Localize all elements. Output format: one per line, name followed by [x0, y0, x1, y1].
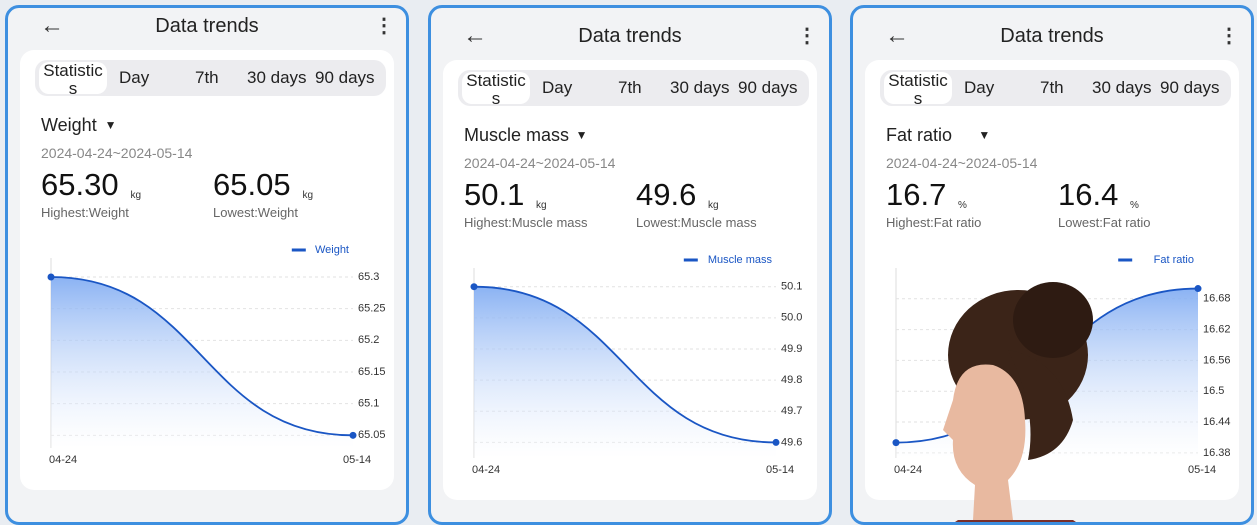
- y-tick-label: 65.3: [358, 271, 379, 283]
- point: [48, 274, 55, 281]
- y-tick-label: 50.0: [781, 312, 802, 324]
- hair-bun: [1013, 282, 1093, 358]
- chart: 50.1 50.0 49.9 49.8 49.7 49.6 04-24 05-14 Muscle…: [431, 8, 832, 525]
- clothing: [943, 520, 1088, 525]
- legend-label: Weight: [315, 244, 349, 256]
- y-tick-label: 16.62: [1203, 324, 1231, 336]
- legend-label: Muscle mass: [708, 254, 773, 266]
- y-tick-label: 49.6: [781, 436, 802, 448]
- y-tick-label: 16.38: [1203, 447, 1231, 459]
- y-tick-label: 50.1: [781, 281, 802, 293]
- y-tick-label: 16.44: [1203, 416, 1231, 428]
- face: [943, 364, 1025, 520]
- point: [471, 283, 478, 290]
- y-tick-label: 65.15: [358, 366, 386, 378]
- legend-label: Fat ratio: [1154, 254, 1194, 266]
- x-tick-label: 04-24: [472, 464, 500, 476]
- y-tick-label: 49.7: [781, 405, 802, 417]
- x-tick-label: 05-14: [766, 464, 794, 476]
- y-tick-label: 16.5: [1203, 385, 1224, 397]
- y-tick-label: 65.25: [358, 303, 386, 315]
- x-tick-label: 04-24: [49, 454, 77, 466]
- person-photo: [913, 280, 1113, 525]
- y-tick-label: 16.56: [1203, 354, 1231, 366]
- y-tick-label: 65.1: [358, 398, 379, 410]
- x-tick-label: 05-14: [1188, 464, 1216, 476]
- point: [773, 439, 780, 446]
- x-tick-label: 05-14: [343, 454, 371, 466]
- y-tick-label: 49.9: [781, 343, 802, 355]
- chart: 65.3 65.25 65.2 65.15 65.1 65.05 04-24 05-14 Wei…: [8, 5, 409, 518]
- y-tick-label: 65.2: [358, 334, 379, 346]
- y-tick-label: 65.05: [358, 429, 386, 441]
- area: [474, 287, 776, 458]
- y-tick-label: 16.68: [1203, 293, 1231, 305]
- point: [350, 432, 357, 439]
- point: [893, 439, 900, 446]
- area: [51, 277, 353, 448]
- point: [1195, 285, 1202, 292]
- y-tick-label: 49.8: [781, 374, 802, 386]
